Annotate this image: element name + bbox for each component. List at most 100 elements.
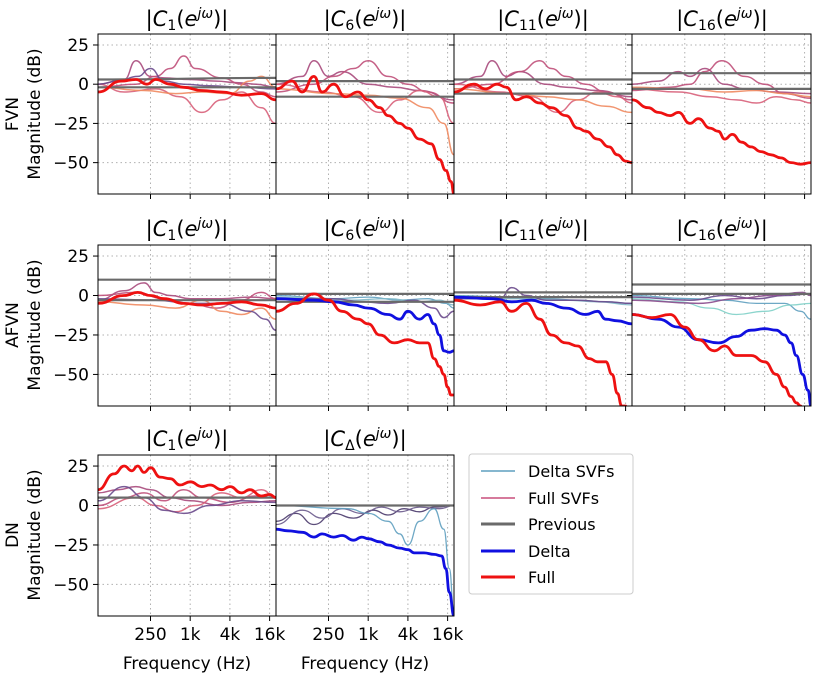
row-label-name: FVN [3,97,23,131]
y-axis-label: Magnitude (dB) [25,259,45,390]
x-tick-label: 16k [254,625,286,645]
panel-title: |C6(ejω)| [324,6,407,34]
series-line-delta [454,295,632,326]
legend-entry-delta-svfs: Delta SVFs [481,462,614,481]
x-axis-label: Frequency (Hz) [301,654,429,674]
x-tick-label: 4k [398,625,419,645]
panel-fvn-c16: |C16(ejω)| [627,6,812,199]
panel-fvn-c6: |C6(ejω)| [271,6,455,199]
panel-title: |C11(ejω)| [497,216,589,244]
legend-label: Delta [528,542,571,561]
y-tick-label: 0 [78,497,89,517]
series-line-delta-svfs [276,296,454,306]
panel-title: |C16(ejω)| [676,6,768,34]
x-axis-label: Frequency (Hz) [123,654,251,674]
y-tick-label: 0 [78,287,89,307]
series-line-full-svfs [454,59,632,101]
series-group [98,55,276,125]
series-line-delta-svfs [632,298,811,316]
legend-label: Previous [528,515,596,534]
series-line-full-svfs [632,59,811,100]
axes-frame [275,244,455,407]
series-line-full-svfs [98,282,276,301]
series-line-full-svfs [98,299,276,320]
x-tick-label: 4k [220,625,241,645]
series-line-full [276,75,454,194]
legend-entry-previous: Previous [481,515,596,534]
series-line-full-svfs [276,59,454,101]
y-tick-label: −25 [53,536,89,556]
y-tick-label: 25 [67,36,89,56]
legend-entry-full: Full [481,568,555,587]
series-line-full-svfs [632,88,811,104]
series-line-full-svfs [98,55,276,98]
series-line-delta-svfs [276,504,454,526]
legend-label: Full SVFs [528,489,599,508]
y-axis-label: Magnitude (dB) [25,48,45,179]
y-tick-label: −25 [53,326,89,346]
row-label-dn: DN Magnitude (dB) [3,469,45,600]
x-tick-label: 1k [180,625,201,645]
panel-afvn-c6: |C6(ejω)| [271,216,455,411]
series-line-previous [98,76,276,81]
row-label-afvn: AFVN Magnitude (dB) [3,259,45,390]
legend-entry-delta: Delta [481,542,571,561]
series-line-full-svfs [276,83,454,125]
series-line-full-svfs [98,59,276,89]
axes-frame [453,244,633,407]
series-line-full [632,313,803,406]
y-tick-label: −50 [53,575,89,595]
series-line-delta [276,527,454,616]
series-group [276,504,454,616]
series-line-full [98,78,276,102]
x-tick-label: 250 [312,625,344,645]
series-line-full-svfs [454,83,632,114]
series-line-full [98,291,276,310]
y-tick-label: 0 [78,75,89,95]
series-group [632,283,811,406]
x-tick-label: 16k [432,625,464,645]
series-line-delta-svfs [276,504,454,616]
axes-frame [275,33,455,195]
legend-label: Delta SVFs [528,462,614,481]
axes-frame [97,454,277,617]
series-line-delta-svfs [632,294,811,320]
x-tick-label: 250 [134,625,166,645]
y-tick-label: −50 [53,365,89,385]
series-line-full-svfs [632,293,811,301]
panel-afvn-c1: |C1(ejω)| 25 0 −25 −50 [53,216,277,411]
series-line-full-svfs [632,291,811,305]
series-line-full [98,464,276,499]
series-group [454,286,632,406]
y-tick-label: −50 [53,154,89,174]
panel-title: |CΔ(ejω)| [323,426,406,454]
y-tick-label: −25 [53,114,89,134]
panel-title: |C1(ejω)| [146,426,229,454]
row-label-name: AFVN [3,302,23,348]
panel-afvn-c16: |C16(ejω)| [627,216,812,411]
legend: Delta SVFs Full SVFs Previous Delta Full [468,453,634,595]
series-group [98,464,276,515]
axes-frame [97,244,277,407]
panel-dn-cdelta: |CΔ(ejω)| 250 1k 4k 16k [271,426,463,645]
series-line-full-svfs [98,485,276,515]
legend-box [468,453,634,595]
row-label-fvn: FVN Magnitude (dB) [3,48,45,179]
series-line-delta [276,297,454,354]
series-line-full [632,98,811,166]
panel-fvn-c1: |C1(ejω)| 25 0 −25 −50 [53,6,277,199]
panel-title: |C16(ejω)| [676,216,768,244]
series-line-full [276,292,454,397]
axes-frame [631,33,812,195]
series-group [276,59,454,194]
series-line-full-svfs [98,83,276,125]
panel-afvn-c11: |C11(ejω)| [449,216,633,411]
series-line-delta [632,313,811,406]
panel-fvn-c11: |C11(ejω)| [449,6,633,199]
axes-frame [453,33,633,195]
panel-title: |C1(ejω)| [146,6,229,34]
panel-title: |C11(ejω)| [497,6,589,34]
legend-entry-full-svfs: Full SVFs [481,489,599,508]
y-axis-label: Magnitude (dB) [25,469,45,600]
